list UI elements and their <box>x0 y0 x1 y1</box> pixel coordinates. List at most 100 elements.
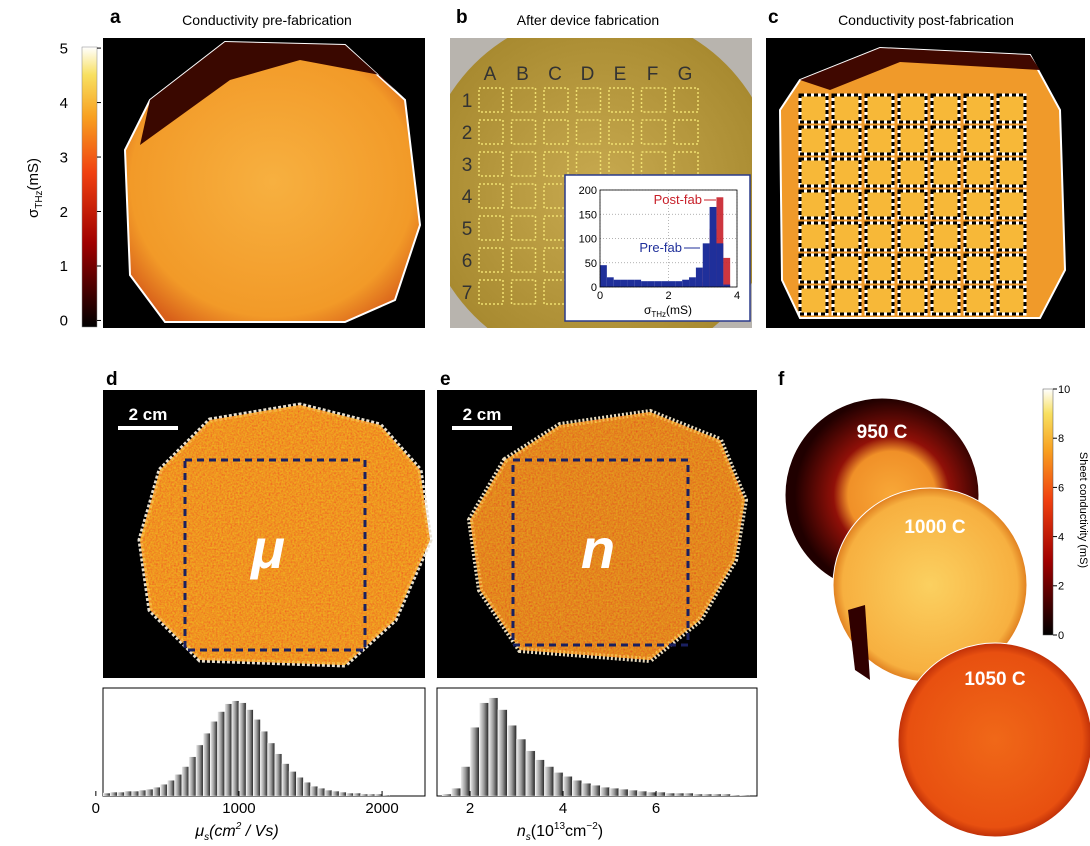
histogram-bar <box>507 725 517 796</box>
colorbar-tick-label: 8 <box>1058 433 1064 445</box>
device-outline <box>831 189 862 220</box>
row-label: 4 <box>462 187 473 208</box>
histogram-bar <box>238 702 247 796</box>
y-tick-label: 200 <box>579 185 597 197</box>
device-outline <box>543 87 569 113</box>
device-outline <box>864 125 895 156</box>
row-label: 2 <box>462 123 473 144</box>
device-outline <box>478 119 504 145</box>
map-symbol: n <box>581 517 615 580</box>
histogram-bar <box>544 766 554 796</box>
device-area <box>897 125 928 156</box>
device-outline <box>864 157 895 188</box>
colorbar-ticks: 0 2 4 6 8 10 <box>1053 384 1070 642</box>
device-outline <box>640 87 667 113</box>
device-outline <box>864 93 895 124</box>
legend-label: Pre-fab <box>639 240 682 255</box>
histogram-bar <box>195 744 204 796</box>
device-area <box>897 253 928 284</box>
wafer-1050 <box>897 642 1090 838</box>
device-outline <box>831 93 862 124</box>
device-grid <box>798 93 1027 316</box>
x-axis-label: ns(1013cm−2) <box>517 821 603 843</box>
histogram-bar <box>360 793 368 796</box>
device-outline <box>831 221 862 252</box>
colorbar-tick-label: 0 <box>1058 630 1064 642</box>
device-area <box>798 285 829 316</box>
device-outline <box>510 279 537 305</box>
histogram-bar <box>661 281 669 287</box>
device-outline <box>897 253 928 284</box>
row-label: 3 <box>462 155 473 176</box>
histogram-bar <box>711 793 722 796</box>
wafer-edge <box>800 48 1040 90</box>
texture <box>470 412 745 660</box>
wafer-label: 950 C <box>857 422 908 443</box>
histogram-bar <box>534 759 545 796</box>
histogram-bar <box>274 753 283 796</box>
y-tick-label: 0 <box>591 282 597 294</box>
histogram-bar <box>217 711 225 796</box>
histogram-bar <box>497 709 508 796</box>
power: −2 <box>586 821 598 832</box>
histogram-bar <box>253 719 261 796</box>
device-area <box>798 189 829 220</box>
device-outline <box>543 151 569 177</box>
histogram-bar <box>210 721 218 796</box>
x-tick-label: 2 <box>665 290 671 302</box>
colorbar <box>1042 388 1054 636</box>
histogram-bar <box>702 793 713 796</box>
device-outline <box>575 119 602 145</box>
histogram-bar <box>310 785 318 796</box>
histogram-bar <box>167 780 175 796</box>
device-outline <box>831 285 862 316</box>
device-area <box>831 189 862 220</box>
colorbar-tick-label: 0 <box>60 313 68 330</box>
device-outline <box>831 125 862 156</box>
histogram-bar <box>124 790 132 796</box>
histogram-bar <box>654 281 662 287</box>
device-outline <box>673 87 699 113</box>
panel-label: d <box>106 369 118 390</box>
histogram-bar <box>525 750 536 796</box>
device-outline <box>798 285 829 316</box>
histogram-bar <box>117 791 125 796</box>
column-label: D <box>581 64 595 85</box>
row-label: 5 <box>462 219 473 240</box>
device-outline <box>996 157 1027 188</box>
device-area <box>930 93 961 124</box>
wafer-edge <box>140 42 395 145</box>
histogram-bar <box>641 281 648 287</box>
histogram-bar <box>103 792 111 796</box>
device-outline <box>963 253 994 284</box>
histogram-bar <box>683 792 694 796</box>
histogram: 0 1000 2000 <box>92 700 399 817</box>
device-area <box>963 157 994 188</box>
panel-label: a <box>110 7 121 28</box>
device-area <box>930 157 961 188</box>
x-axis-label: σTHz(mS) <box>644 303 692 319</box>
histogram-bar <box>665 792 675 796</box>
histogram-bar <box>572 780 582 796</box>
histogram-bar <box>618 788 629 796</box>
panel-title: Conductivity post-fabrication <box>838 12 1014 28</box>
histogram-bar <box>668 281 676 287</box>
x-tick-label: 1000 <box>222 800 255 817</box>
histogram-bar <box>716 243 724 287</box>
device-area <box>996 93 1027 124</box>
histogram-bar <box>723 257 731 287</box>
device-area <box>996 285 1027 316</box>
device-area <box>798 125 829 156</box>
histogram-bar <box>451 787 461 796</box>
subscript: THz <box>651 310 666 319</box>
histogram-bar <box>675 281 683 287</box>
device-outline <box>798 221 829 252</box>
device-area <box>864 157 895 188</box>
device-outline <box>930 285 961 316</box>
histogram-bar <box>720 793 731 796</box>
histogram-bar <box>281 763 290 796</box>
histogram-bar <box>606 277 614 287</box>
histogram-bar <box>709 206 717 287</box>
